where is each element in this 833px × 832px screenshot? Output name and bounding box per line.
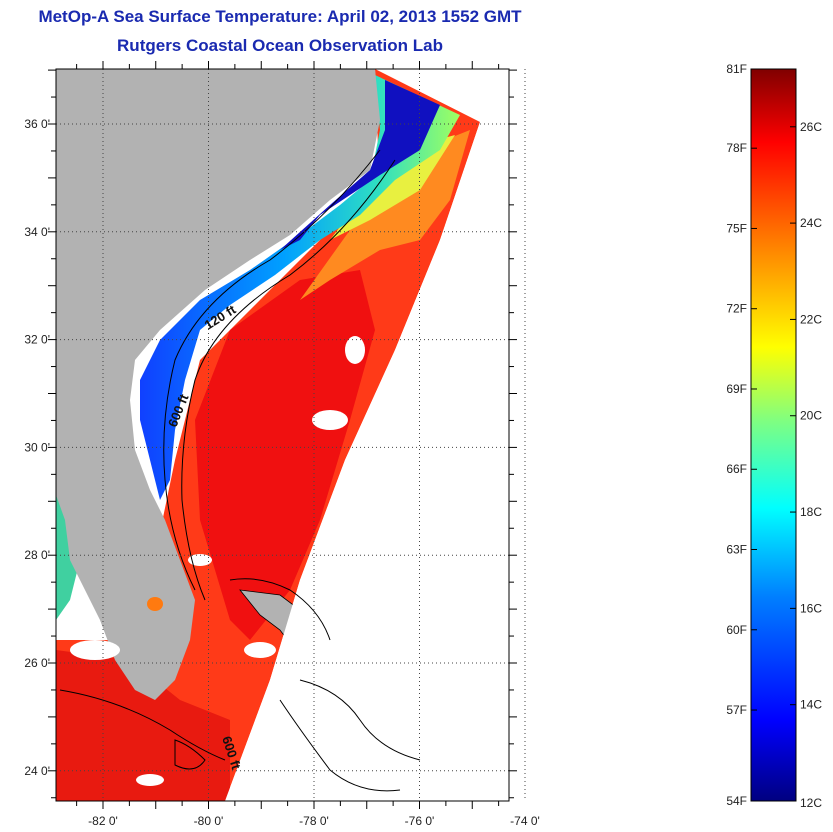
contour-keys [59,689,226,770]
land-southeast-us [56,69,380,700]
lake-okeechobee [147,597,163,611]
colorbar-f-label: 69F [726,382,747,396]
colorbar-celsius-labels: 26C 24C 22C 20C 18C 16C 14C 12C [790,120,822,810]
latitude-labels: 36 0' 34 0' 32 0' 30 0' 28 0' 26 0' 24 0' [24,117,50,778]
map-title: MetOp-A Sea Surface Temperature: April 0… [38,7,522,26]
gulf-stream-core [195,270,375,640]
map-panel [56,69,509,801]
colorbar-f-label: 72F [726,302,747,316]
lat-tick-label: 30 0' [24,440,50,454]
longitude-labels: -82 0' -80 0' -78 0' -76 0' -74 0' [88,814,540,828]
contour-120ft [163,149,381,591]
lon-tick-label: -82 0' [88,814,118,828]
colorbar-fahrenheit-labels: 81F 78F 75F 72F 69F 66F 63F 60F 57F 54F [726,62,757,808]
map-border [55,68,510,802]
colorbar-f-label: 81F [726,62,747,76]
lon-tick-label: -78 0' [299,814,329,828]
colorbar-f-label: 57F [726,703,747,717]
colorbar-f-label: 75F [726,221,747,235]
colorbar-f-label: 78F [726,141,747,155]
colorbar-c-label: 16C [800,601,822,615]
colorbar-f-label: 63F [726,543,747,557]
lat-tick-label: 24 0' [24,764,50,778]
map-subtitle: Rutgers Coastal Ocean Observation Lab [117,36,443,55]
colorbar-c-label: 12C [800,796,822,810]
colorbar-c-label: 24C [800,216,822,230]
lat-tick-label: 32 0' [24,333,50,347]
contour-600ft [181,159,396,601]
cloud-patches [70,336,365,786]
lon-tick-label: -76 0' [405,814,435,828]
gulf-warm-water [56,650,230,801]
lat-tick-label: 36 0' [24,117,50,131]
colorbar [750,68,797,802]
lon-tick-label: -74 0' [510,814,540,828]
lat-tick-label: 26 0' [24,656,50,670]
coldest-water-nc [280,80,440,250]
lat-tick-label: 34 0' [24,225,50,239]
colorbar-f-label: 66F [726,462,747,476]
lon-tick-label: -80 0' [194,814,224,828]
colorbar-c-label: 26C [800,120,822,134]
colorbar-f-label: 54F [726,794,747,808]
lat-tick-label: 28 0' [24,548,50,562]
colorbar-c-label: 14C [800,698,822,712]
colorbar-f-label: 60F [726,623,747,637]
colorbar-c-label: 18C [800,505,822,519]
colorbar-c-label: 20C [800,409,822,423]
map-frame [48,61,517,809]
no-data-region [225,122,509,801]
colorbar-c-label: 22C [800,312,822,326]
contour-bahamas [229,578,421,792]
